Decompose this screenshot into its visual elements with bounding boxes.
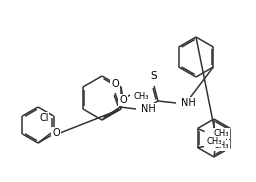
- Text: NH: NH: [141, 104, 156, 114]
- Text: CH₃: CH₃: [206, 137, 222, 146]
- Text: O: O: [220, 136, 228, 146]
- Text: O: O: [119, 95, 127, 105]
- Text: Cl: Cl: [39, 113, 49, 123]
- Text: CH₃: CH₃: [214, 129, 229, 138]
- Text: CH₃: CH₃: [214, 141, 229, 150]
- Text: CH₃: CH₃: [133, 92, 148, 102]
- Text: O: O: [111, 79, 119, 89]
- Text: S: S: [151, 71, 157, 81]
- Text: O: O: [52, 128, 60, 138]
- Text: NH: NH: [181, 98, 196, 108]
- Text: N: N: [205, 137, 212, 147]
